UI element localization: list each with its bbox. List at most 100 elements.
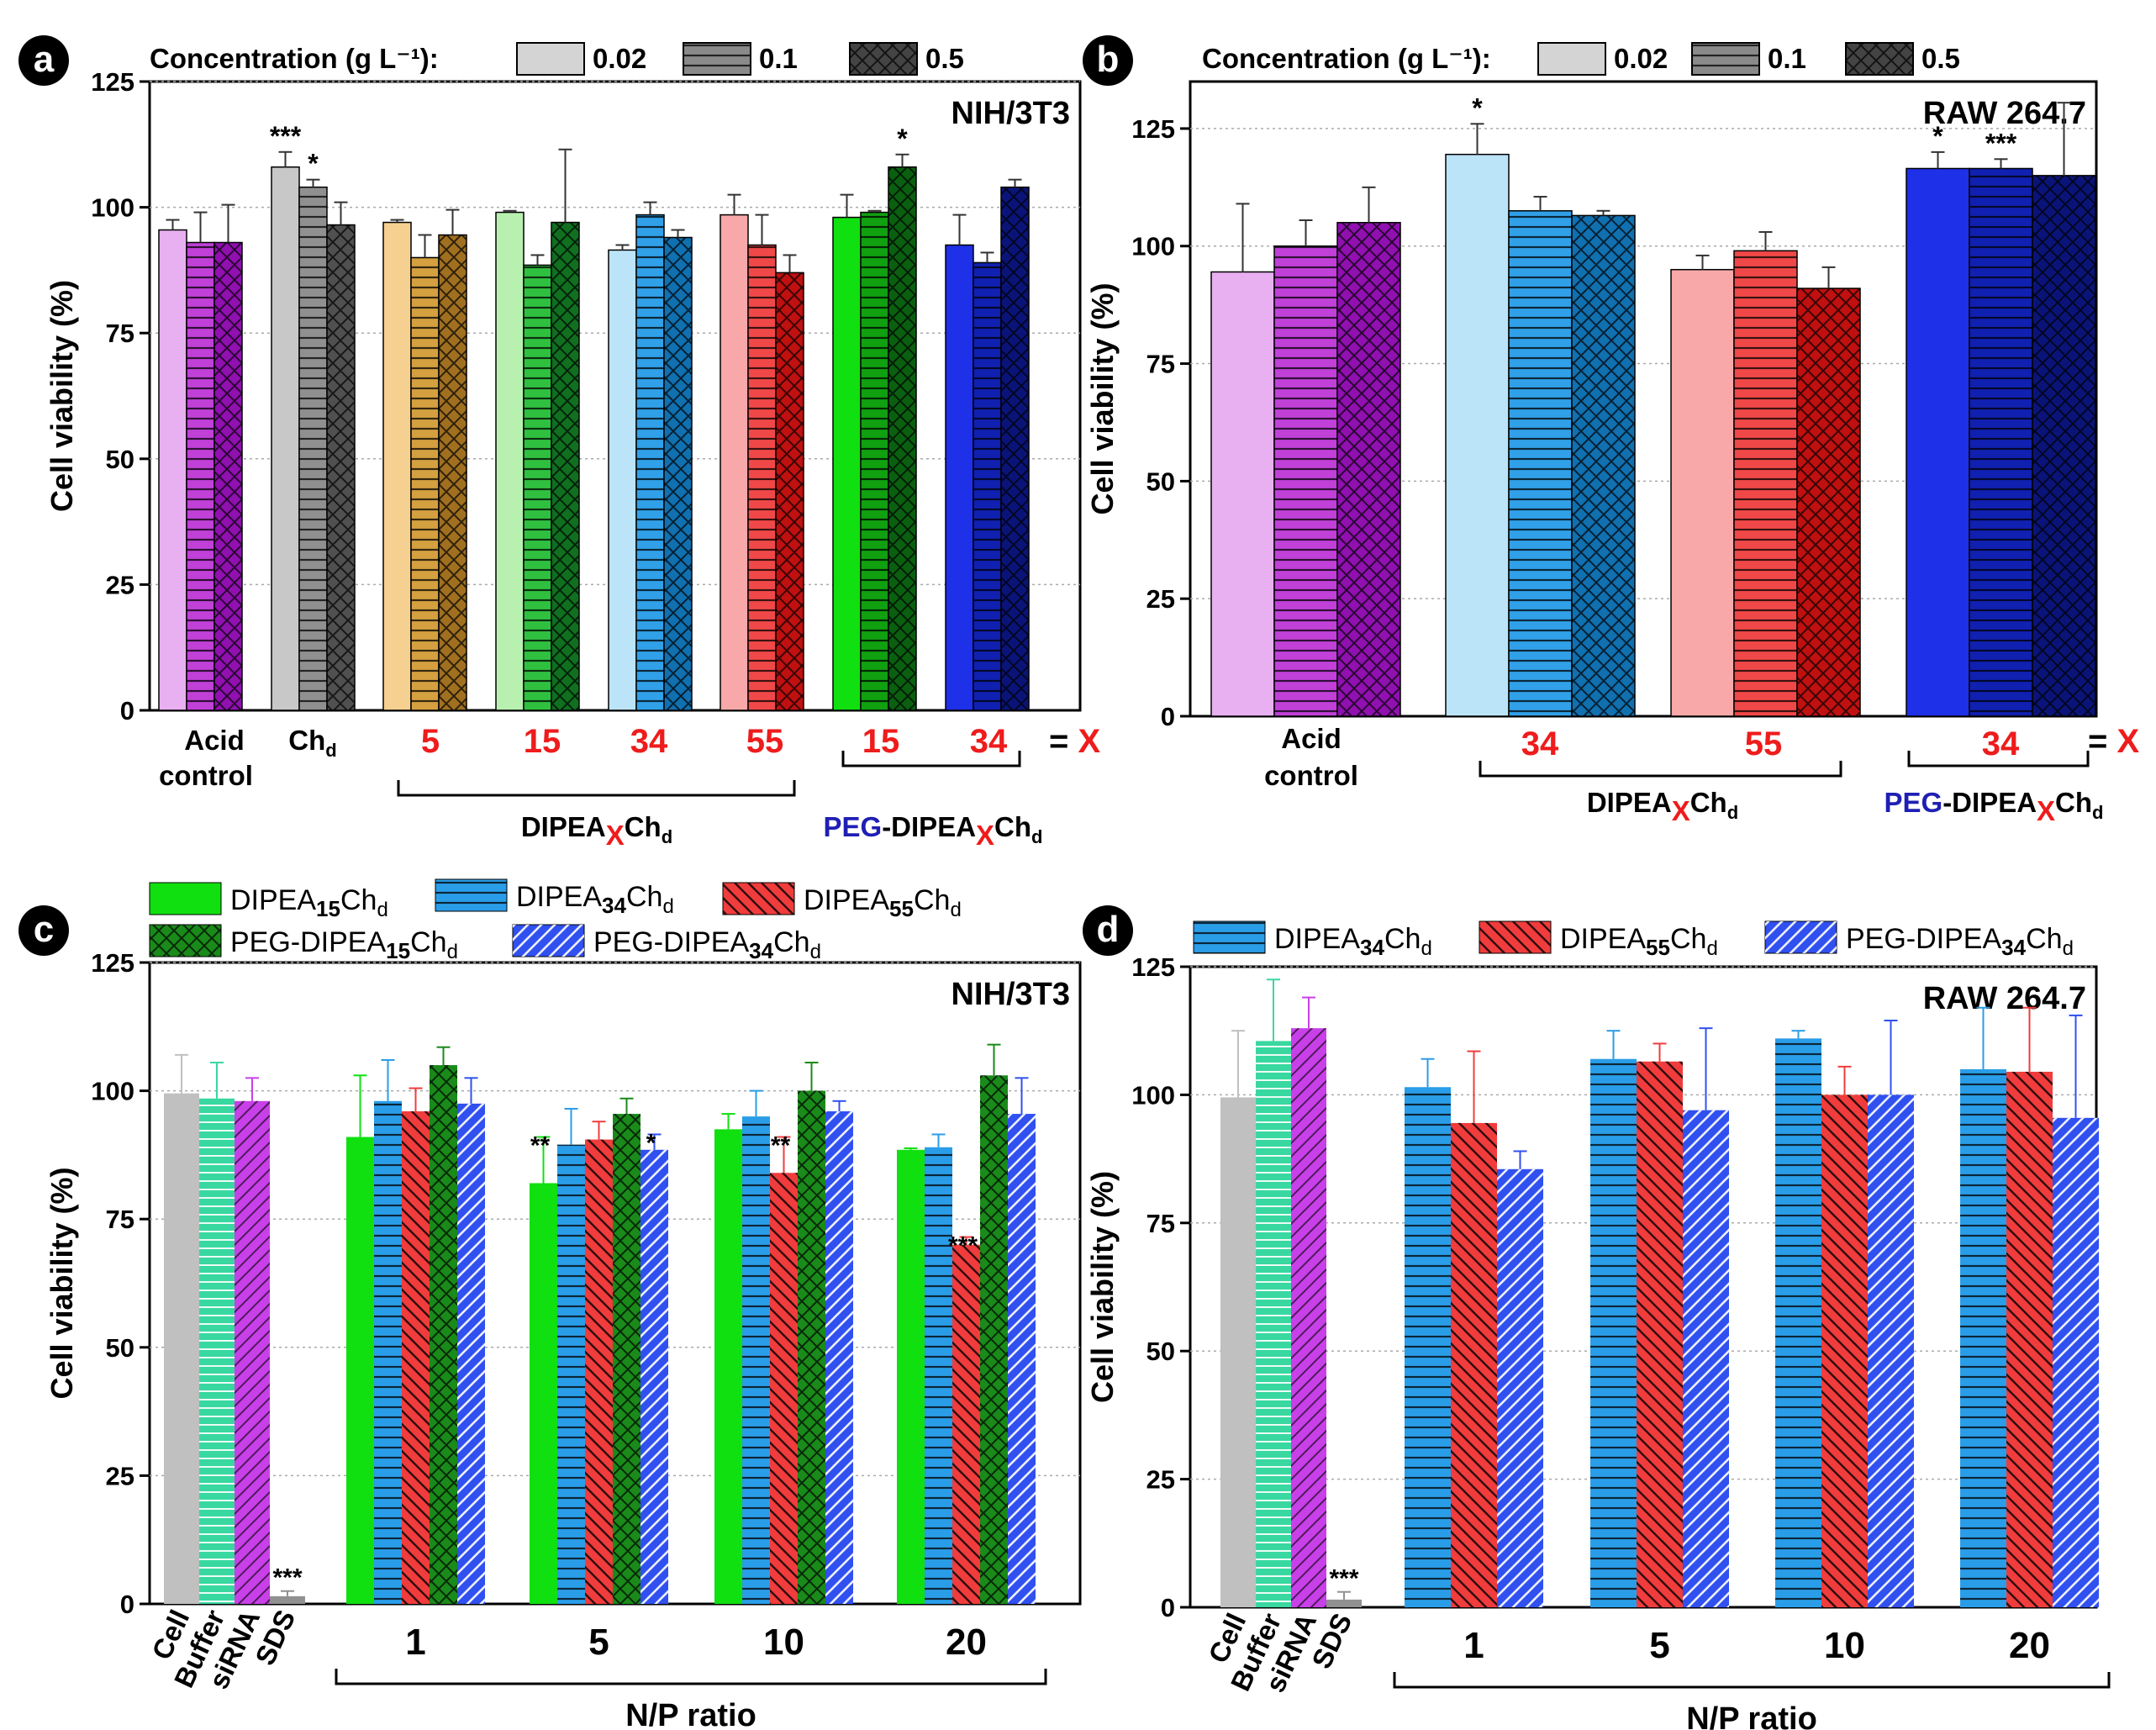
control-bar <box>1220 1097 1256 1607</box>
y-tick-label: 25 <box>106 570 134 599</box>
x-label-x-value: 34 <box>1521 725 1559 762</box>
group-label-dipea: DIPEAXChd <box>1587 787 1738 826</box>
panel-a: 0 25 50 75 100 125 Cell viability (%) NIH/3T3 Co… <box>18 35 1100 851</box>
x-label-acid: Acid <box>1281 723 1342 754</box>
bar-pattern <box>1008 1114 1036 1604</box>
plot-frame <box>1189 80 2098 718</box>
x-label-x-value: 34 <box>630 723 668 760</box>
bar-pattern <box>825 1111 853 1604</box>
legend-swatch-pattern <box>723 883 794 915</box>
y-tick-label: 100 <box>1131 232 1175 261</box>
significance-mark: * <box>1932 121 1943 151</box>
bar-pattern <box>1274 245 1337 717</box>
bar-pattern <box>1405 1087 1451 1607</box>
category-label: 5 <box>588 1622 609 1663</box>
bar-pattern <box>925 1147 952 1604</box>
chart-title: RAW 264.7 <box>1923 96 2086 131</box>
bar <box>720 214 749 711</box>
x-label-x-value: 15 <box>862 723 900 760</box>
legend-swatch-pattern <box>1479 921 1551 953</box>
legend-swatch-pattern <box>513 925 584 957</box>
bar <box>495 211 525 711</box>
significance-mark: *** <box>1985 128 2017 158</box>
y-tick-label: 50 <box>106 445 134 474</box>
y-tick-label: 125 <box>91 67 134 97</box>
chart-title: NIH/3T3 <box>951 96 1070 131</box>
y-tick-label: 100 <box>91 1077 134 1106</box>
legend-swatch-pattern <box>1846 43 1913 75</box>
legend-entry: DIPEA34Chd <box>516 881 674 918</box>
legend-swatch-pattern <box>1194 921 1265 953</box>
bar-pattern <box>770 1173 798 1604</box>
bar-pattern <box>973 262 1001 710</box>
y-tick-label: 0 <box>1161 702 1175 731</box>
legend-title: Concentration (g L⁻¹): <box>1202 43 1491 74</box>
bar-pattern <box>1821 1094 1868 1607</box>
bar-pattern <box>952 1244 980 1604</box>
bar <box>608 249 637 711</box>
bar-pattern <box>640 1149 668 1604</box>
bar-pattern <box>1683 1110 1729 1607</box>
group-label-peg: PEG-DIPEAXChd <box>823 811 1042 851</box>
legend-swatch <box>516 42 585 76</box>
y-tick-label: 50 <box>106 1333 134 1363</box>
y-axis-label: Cell viability (%) <box>45 1167 79 1399</box>
bar <box>897 1149 925 1604</box>
bar-pattern <box>1509 210 1572 717</box>
bar-pattern <box>1497 1168 1543 1607</box>
y-axis-label: Cell viability (%) <box>45 280 79 512</box>
legend-entry: 0.1 <box>759 43 798 74</box>
y-tick-label: 100 <box>91 193 134 223</box>
bar-pattern <box>742 1116 770 1604</box>
x-label-control: control <box>1264 760 1358 791</box>
bar <box>1670 268 1735 717</box>
x-label-x-value: 5 <box>421 723 440 760</box>
y-tick-label: 75 <box>106 319 134 348</box>
bar <box>1906 167 1970 717</box>
bar-pattern <box>557 1144 585 1604</box>
bar <box>714 1129 742 1604</box>
y-tick-label: 50 <box>1147 1337 1175 1366</box>
y-tick-label: 50 <box>1147 467 1175 496</box>
significance-mark: *** <box>948 1232 978 1260</box>
panel-letter: a <box>34 39 55 80</box>
x-label-eq-x: = X <box>1049 723 1100 760</box>
panel-letter-badge <box>18 905 69 956</box>
significance-mark: * <box>646 1129 656 1157</box>
control-bar-pattern <box>235 1100 270 1604</box>
x-label-acid: Acid <box>184 725 245 756</box>
x-label-eq-x: = X <box>2088 723 2139 760</box>
y-tick-label: 125 <box>91 948 134 978</box>
bar <box>271 166 300 711</box>
bar-pattern <box>1960 1068 2006 1607</box>
y-tick-label: 100 <box>1131 1080 1175 1110</box>
y-axis-label: Cell viability (%) <box>1085 282 1120 514</box>
chart-title: NIH/3T3 <box>951 977 1070 1012</box>
legend-swatch-pattern <box>150 925 221 957</box>
bar-pattern <box>748 245 776 711</box>
significance-mark: *** <box>272 1564 302 1592</box>
np-bracket <box>335 1669 1047 1685</box>
bar-pattern <box>2032 175 2095 716</box>
category-label: 5 <box>1649 1625 1669 1666</box>
legend-swatch-pattern <box>850 43 917 75</box>
bar-pattern <box>613 1114 640 1604</box>
x-label-x-value: 15 <box>524 723 561 760</box>
legend-swatch <box>149 882 222 915</box>
x-label-x-value: 55 <box>746 723 784 760</box>
bar <box>1210 271 1275 717</box>
bar-pattern <box>1797 288 1860 716</box>
bar-pattern <box>1572 215 1635 716</box>
legend-title: Concentration (g L⁻¹): <box>150 43 439 74</box>
legend-entry: 0.02 <box>593 43 646 74</box>
x-axis-label: N/P ratio <box>1686 1701 1817 1730</box>
bar-pattern <box>1734 251 1797 716</box>
significance-mark: * <box>308 149 319 179</box>
y-tick-label: 125 <box>1131 952 1175 982</box>
bar-pattern <box>430 1065 457 1604</box>
y-tick-label: 125 <box>1131 114 1175 144</box>
bar-pattern <box>664 237 692 710</box>
bar <box>382 221 412 711</box>
legend-swatch-pattern <box>1765 921 1837 953</box>
